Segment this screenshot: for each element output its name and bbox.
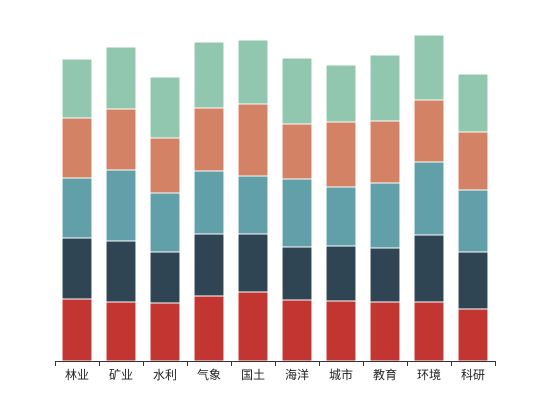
bar-segment-1-3	[61, 177, 93, 239]
x-tick-label: 科研	[461, 368, 485, 382]
x-axis: 林业 矿业 水利 气象 国土 海洋 城市 教育 环境 科研	[55, 361, 496, 382]
bar-segment-5-5	[237, 39, 269, 105]
bar-segment-10-5	[457, 73, 489, 133]
bar-segment-7-2	[325, 245, 357, 302]
bar-segment-8-4	[369, 120, 401, 184]
bar-segment-9-4	[413, 99, 445, 163]
bar-segment-6-4	[281, 123, 313, 180]
bar-segment-2-5	[105, 46, 137, 110]
bar-segment-5-3	[237, 175, 269, 235]
bar-segment-2-1	[105, 301, 137, 362]
bar-segment-2-4	[105, 108, 137, 171]
bar-segment-6-5	[281, 57, 313, 125]
bar-segment-1-4	[61, 117, 93, 179]
bar-segment-7-4	[325, 121, 357, 188]
bar-segment-6-2	[281, 246, 313, 301]
bar-segment-7-3	[325, 186, 357, 247]
bar-segment-5-2	[237, 233, 269, 293]
x-tick-label: 林业	[65, 368, 89, 382]
bar-segment-10-3	[457, 189, 489, 253]
bar-segment-2-2	[105, 240, 137, 303]
bar-segment-9-2	[413, 234, 445, 303]
bar-segment-5-1	[237, 291, 269, 362]
bar-segment-2-3	[105, 169, 137, 242]
bar-segment-10-4	[457, 131, 489, 191]
bar-segment-9-1	[413, 301, 445, 362]
bar-segment-10-1	[457, 308, 489, 362]
x-tick-label: 环境	[417, 367, 441, 382]
x-tick-label: 矿业	[109, 368, 133, 382]
bar-segment-6-3	[281, 178, 313, 248]
bar-segment-5-4	[237, 103, 269, 177]
bar-segment-10-2	[457, 251, 489, 310]
x-tick-label: 水利	[153, 368, 177, 382]
x-tick-label: 国土	[241, 368, 265, 382]
x-tick-label: 教育	[373, 367, 397, 382]
bar-segment-8-3	[369, 182, 401, 249]
bar-segment-3-3	[149, 192, 181, 253]
bar-segment-1-5	[61, 58, 93, 119]
bar-segment-3-1	[149, 302, 181, 362]
bar-segment-4-5	[193, 41, 225, 109]
bar-segment-4-4	[193, 107, 225, 172]
bar-segment-3-2	[149, 251, 181, 304]
bar-segment-1-1	[61, 298, 93, 362]
x-tick-label: 气象	[197, 367, 221, 382]
bar-segment-8-5	[369, 54, 401, 122]
bar-segment-9-3	[413, 161, 445, 236]
bar-segment-8-2	[369, 247, 401, 303]
bar-segment-4-3	[193, 170, 225, 235]
bar-segment-3-5	[149, 76, 181, 139]
bar-segment-6-1	[281, 299, 313, 362]
bar-segment-4-1	[193, 295, 225, 362]
bar-segment-7-1	[325, 300, 357, 362]
bar-segment-8-1	[369, 301, 401, 362]
bar-segment-7-5	[325, 64, 357, 123]
bar-segment-4-2	[193, 233, 225, 297]
x-tick-label: 城市	[329, 367, 353, 382]
bar-segment-3-4	[149, 137, 181, 194]
bar-group	[61, 34, 489, 362]
x-tick-label: 海洋	[285, 367, 309, 382]
bar-segment-1-2	[61, 237, 93, 300]
bar-segment-9-5	[413, 34, 445, 101]
